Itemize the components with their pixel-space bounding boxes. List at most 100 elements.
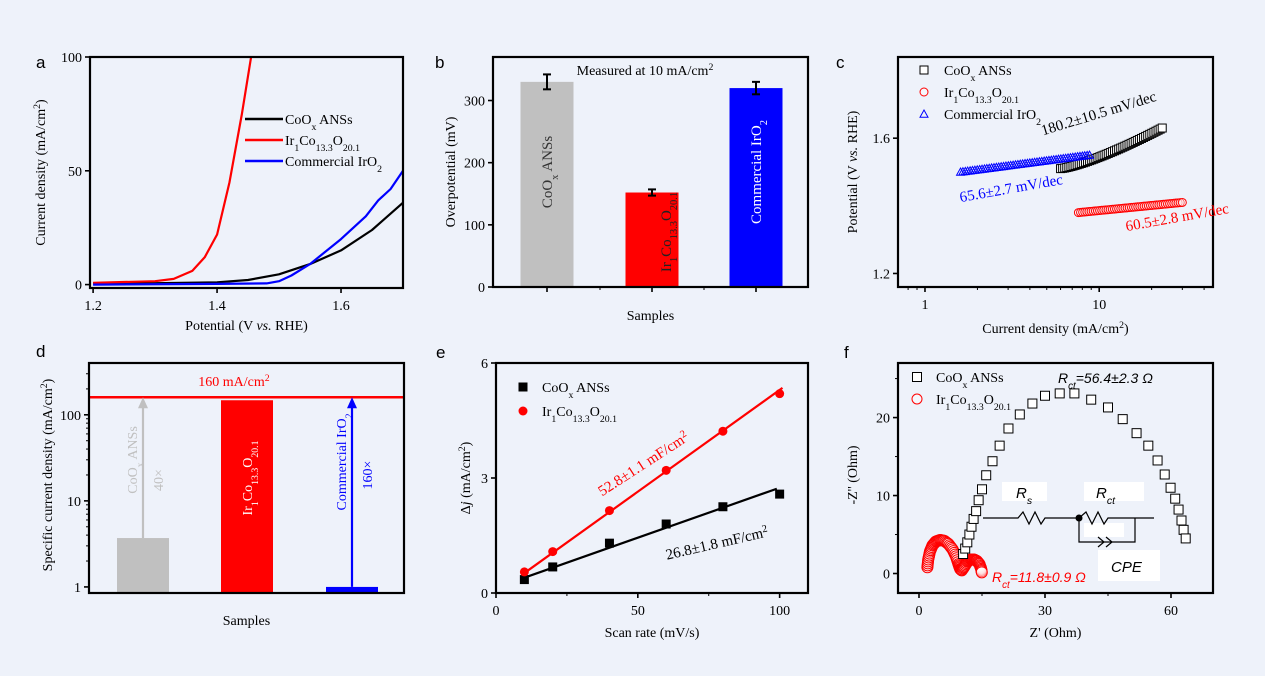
y-axis-label-group: Specific current density (mA/cm2) — [39, 378, 57, 571]
legend-label: CoOx ANSs — [936, 371, 1004, 391]
x-axis-label: Samples — [223, 614, 270, 629]
bar-1 — [625, 192, 679, 287]
x-tick-label: 100 — [769, 604, 790, 619]
panel-f: Rs Rct CPE 0 30 60 0 10 20 Z' (Ohm) -Z'' (Ohm) CoOx… — [846, 361, 1215, 641]
data-point-0 — [775, 489, 785, 499]
y-axis-label: Overpotential (mV) — [444, 116, 459, 227]
legend-label: Ir1Co13.3O20.1 — [944, 86, 1019, 106]
bar-text-group: Ir1Co13.3O20.1 — [241, 440, 261, 515]
data-point-0 — [1103, 402, 1113, 413]
tafel-slope-label: 180.2±10.5 mV/dec — [1039, 89, 1158, 139]
y-axis-label-group: Potential (V vs. RHE) — [846, 110, 861, 233]
data-point-1 — [604, 506, 614, 516]
y-tick-label: 1.6 — [873, 132, 891, 147]
fit-line-1 — [523, 387, 784, 574]
data-point-0 — [1069, 388, 1080, 399]
legend-label: CoOx ANSs — [285, 113, 353, 133]
x-tick-label: 1 — [921, 298, 928, 313]
bar-2 — [729, 88, 783, 287]
data-point-0 — [1117, 414, 1128, 425]
y-tick-label: 20 — [876, 412, 890, 427]
y-tick-label: 300 — [464, 95, 485, 110]
y-tick-label: 100 — [60, 409, 81, 424]
data-point-1 — [519, 567, 529, 577]
legend-marker — [919, 108, 929, 118]
data-point-0 — [1180, 533, 1191, 544]
x-axis-label: Current density (mA/cm2) — [982, 320, 1129, 338]
arrow-label-group: CoOx ANSs — [126, 426, 146, 494]
circuit-label-rct: Rct — [1096, 485, 1116, 507]
circuit-wire — [983, 510, 1154, 526]
legend-marker — [919, 87, 929, 97]
panel-letter-a: a — [36, 53, 46, 72]
data-point-0 — [977, 484, 987, 495]
data-point-1 — [718, 426, 728, 436]
x-axis-label: Scan rate (mV/s) — [605, 626, 700, 641]
x-axis-label: Samples — [627, 309, 674, 324]
y-tick-label: 1.2 — [873, 267, 891, 282]
x-tick-label: 0 — [916, 604, 923, 619]
axes-frame — [491, 55, 810, 289]
y-tick-label: 10 — [67, 495, 81, 510]
capacitance-label: 26.8±1.8 mF/cm2 — [664, 523, 770, 564]
bar-label-group: Commercial IrO2 — [749, 120, 770, 224]
panel-letter-e: e — [436, 343, 445, 362]
y-tick-label: 0 — [75, 279, 82, 294]
y-axis-label: Δj (mA/cm2) — [457, 441, 475, 514]
legend-label: Commercial IrO2 — [944, 108, 1041, 128]
legend-label: CoOx ANSs — [542, 381, 610, 401]
bar-1 — [221, 400, 273, 593]
chart-title: Measured at 10 mA/cm2 — [577, 62, 714, 80]
y-tick-label: 3 — [481, 472, 488, 487]
legend-marker — [518, 382, 528, 392]
circuit-label-box — [1084, 482, 1144, 501]
y-tick-label: 6 — [481, 357, 488, 372]
data-point-0 — [1143, 440, 1154, 451]
cpe-symbol — [1097, 536, 1113, 548]
data-point-0 — [1165, 482, 1176, 493]
data-point-0 — [1157, 123, 1167, 133]
axes-frame — [896, 55, 1215, 289]
y-axis-label-group: -Z'' (Ohm) — [846, 445, 861, 504]
series-line-1 — [93, 56, 253, 284]
y-tick-label: 50 — [68, 165, 82, 180]
tafel-slope-label: 65.6±2.7 mV/dec — [958, 172, 1064, 206]
legend-label: Ir1Co13.3O20.1 — [936, 393, 1011, 413]
x-tick-label: 0 — [493, 604, 500, 619]
x-tick-label: 10 — [1092, 298, 1106, 313]
y-tick-label: 0 — [481, 587, 488, 602]
data-point-0 — [973, 495, 984, 506]
data-point-2 — [1084, 150, 1095, 159]
data-point-0 — [1170, 493, 1181, 504]
panel-letter-b: b — [435, 53, 444, 72]
data-point-1 — [661, 465, 671, 475]
arrow-label: Commercial IrO2 — [335, 413, 355, 510]
panel-letter-c: c — [836, 53, 845, 72]
data-point-1 — [975, 566, 988, 579]
arrow-factor-group: 160× — [361, 461, 376, 490]
fit-line-0 — [523, 487, 778, 579]
data-point-0 — [1178, 524, 1189, 535]
y-tick-label: 100 — [464, 219, 485, 234]
y-tick-label: 100 — [61, 51, 82, 66]
bar-text: Ir1Co13.3O20.1 — [241, 440, 261, 515]
bar-label: CoOx ANSs — [540, 136, 561, 209]
y-tick-label: 200 — [464, 157, 485, 172]
data-point-1 — [1177, 197, 1187, 207]
data-point-0 — [1131, 428, 1142, 439]
y-tick-label: 1 — [74, 581, 81, 596]
data-point-0 — [1176, 515, 1187, 526]
y-axis-label: -Z'' (Ohm) — [846, 445, 861, 504]
data-point-0 — [981, 470, 992, 481]
y-axis-label-group: Current density (mA/cm2) — [32, 99, 50, 246]
x-axis-label: Z' (Ohm) — [1030, 626, 1082, 641]
axes-frame — [87, 361, 406, 595]
circuit-label-box — [1002, 482, 1047, 501]
circuit-label-cpe: CPE — [1111, 559, 1143, 576]
bar-label: Ir1Co13.3O20.1 — [659, 192, 680, 272]
x-tick-label: 1.2 — [84, 299, 102, 314]
legend-label: Ir1Co13.3O20.1 — [542, 405, 617, 425]
data-point-0 — [1159, 469, 1170, 480]
legend-marker — [911, 393, 923, 405]
